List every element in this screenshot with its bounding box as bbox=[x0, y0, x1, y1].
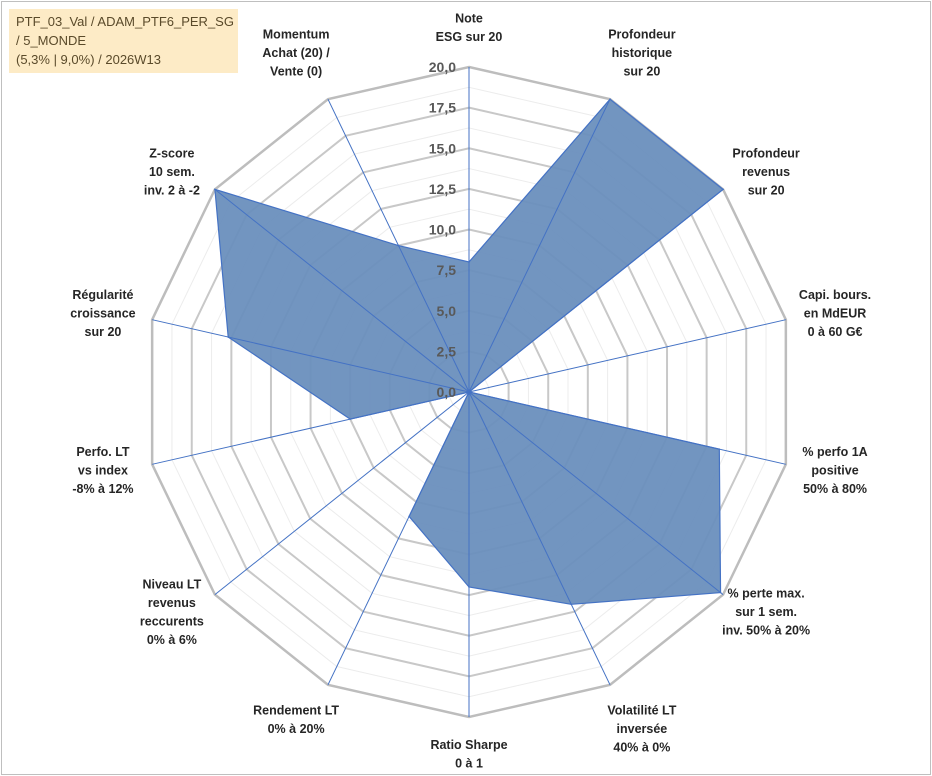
radar-category-label-line: reccurents bbox=[140, 614, 204, 628]
radar-category-label-line: 10 sem. bbox=[149, 165, 195, 179]
radar-category-label: Volatilité LT inversée 40% à 0% bbox=[607, 704, 676, 755]
radar-category-label: Perfo. LT vs index -8% à 12% bbox=[72, 445, 133, 496]
radar-tick-label: 15,0 bbox=[429, 140, 456, 156]
title-line-1: PTF_03_Val / ADAM_PTF6_PER_SG bbox=[16, 14, 234, 29]
radar-category-label-line: inv. 50% à 20% bbox=[722, 624, 810, 638]
radar-category-label-line: vs index bbox=[78, 464, 128, 478]
radar-category-label-line: % perte max. bbox=[728, 587, 805, 601]
chart-title-box: PTF_03_Val / ADAM_PTF6_PER_SG / 5_MONDE … bbox=[9, 9, 238, 73]
radar-spoke bbox=[468, 391, 611, 686]
radar-category-label-line: Perfo. LT bbox=[76, 445, 130, 459]
radar-category-label-line: Vente (0) bbox=[270, 64, 322, 78]
radar-category-label-line: 0% à 20% bbox=[268, 722, 325, 736]
radar-category-label: % perfo 1A positive 50% à 80% bbox=[802, 445, 867, 496]
radar-category-label-line: Achat (20) / bbox=[262, 46, 330, 60]
radar-category-label-line: ESG sur 20 bbox=[436, 30, 503, 44]
radar-category-label-line: 0 à 1 bbox=[455, 757, 483, 771]
radar-category-label-line: Profondeur bbox=[608, 27, 675, 41]
radar-category-label-line: 50% à 80% bbox=[803, 482, 867, 496]
radar-spoke bbox=[468, 319, 786, 393]
radar-category-label: Capi. bours. en MdEUR 0 à 60 G€ bbox=[799, 288, 871, 339]
radar-category-label-line: 40% à 0% bbox=[613, 741, 670, 755]
radar-category-label-line: Profondeur bbox=[732, 146, 799, 160]
radar-spoke bbox=[327, 391, 470, 686]
radar-category-labels: Note ESG sur 20 Profondeur historique sur 20… bbox=[70, 12, 871, 771]
radar-tick-label: 20,0 bbox=[429, 59, 456, 75]
radar-category-label-line: Note bbox=[455, 12, 483, 26]
radar-category-label-line: revenus bbox=[742, 165, 790, 179]
radar-spoke bbox=[152, 319, 470, 393]
radar-tick-labels: 0,0 2,5 5,0 7,5 10,0 12,5 15,0 17,5 20,0 bbox=[429, 59, 456, 400]
radar-category-label-line: historique bbox=[612, 46, 672, 60]
radar-category-label-line: Z-score bbox=[149, 146, 194, 160]
radar-category-label-line: positive bbox=[811, 464, 858, 478]
radar-category-label-line: Volatilité LT bbox=[607, 704, 676, 718]
radar-tick-label: 12,5 bbox=[429, 181, 456, 197]
radar-category-label-line: Niveau LT bbox=[142, 577, 201, 591]
radar-spoke bbox=[327, 98, 470, 393]
radar-category-label-line: Régularité bbox=[72, 288, 133, 302]
radar-category-label-line: sur 20 bbox=[748, 183, 785, 197]
radar-category-label: Momentum Achat (20) / Vente (0) bbox=[262, 27, 330, 78]
radar-category-label: Ratio Sharpe 0 à 1 bbox=[430, 738, 507, 771]
radar-category-label: % perte max. sur 1 sem. inv. 50% à 20% bbox=[722, 587, 810, 638]
radar-category-label-line: Rendement LT bbox=[253, 704, 339, 718]
radar-category-label: Rendement LT 0% à 20% bbox=[253, 704, 339, 737]
radar-category-label-line: croissance bbox=[70, 306, 135, 320]
radar-category-label-line: % perfo 1A bbox=[802, 445, 867, 459]
radar-spoke bbox=[468, 98, 611, 393]
radar-tick-label: 7,5 bbox=[437, 262, 457, 278]
radar-category-label-line: inv. 2 à -2 bbox=[144, 183, 200, 197]
radar-spoke bbox=[468, 391, 724, 596]
radar-spoke bbox=[214, 188, 470, 393]
radar-category-label-line: sur 1 sem. bbox=[735, 605, 797, 619]
title-line-3: (5,3% | 9,0%) / 2026W13 bbox=[16, 52, 162, 67]
radar-tick-label: 17,5 bbox=[429, 100, 456, 116]
radar-spoke bbox=[152, 391, 470, 465]
radar-spokes bbox=[152, 67, 786, 717]
radar-category-label-line: -8% à 12% bbox=[72, 482, 133, 496]
radar-category-label-line: Capi. bours. bbox=[799, 288, 871, 302]
radar-tick-label: 10,0 bbox=[429, 222, 456, 238]
radar-category-label-line: inversée bbox=[617, 722, 668, 736]
radar-category-label-line: Momentum bbox=[263, 27, 330, 41]
radar-category-label: Z-score 10 sem. inv. 2 à -2 bbox=[144, 146, 200, 197]
radar-category-label: Note ESG sur 20 bbox=[436, 12, 503, 45]
radar-category-label: Profondeur revenus sur 20 bbox=[732, 146, 799, 197]
radar-category-label: Régularité croissance sur 20 bbox=[70, 288, 135, 339]
radar-category-label-line: en MdEUR bbox=[804, 306, 867, 320]
radar-tick-label: 5,0 bbox=[437, 303, 457, 319]
radar-category-label-line: Ratio Sharpe bbox=[430, 738, 507, 752]
radar-category-label-line: sur 20 bbox=[85, 325, 122, 339]
radar-category-label-line: 0 à 60 G€ bbox=[808, 325, 863, 339]
radar-spoke bbox=[468, 188, 724, 393]
radar-category-label: Profondeur historique sur 20 bbox=[608, 27, 675, 78]
radar-tick-label: 0,0 bbox=[437, 384, 457, 400]
radar-category-label-line: sur 20 bbox=[623, 64, 660, 78]
radar-tick-label: 2,5 bbox=[437, 343, 457, 359]
radar-spoke bbox=[214, 391, 470, 596]
radar-category-label-line: 0% à 6% bbox=[147, 633, 197, 647]
title-line-2: / 5_MONDE bbox=[16, 33, 87, 48]
radar-category-label-line: revenus bbox=[148, 596, 196, 610]
radar-category-label: Niveau LT revenus reccurents 0% à 6% bbox=[140, 577, 204, 647]
radar-spoke bbox=[468, 391, 786, 465]
